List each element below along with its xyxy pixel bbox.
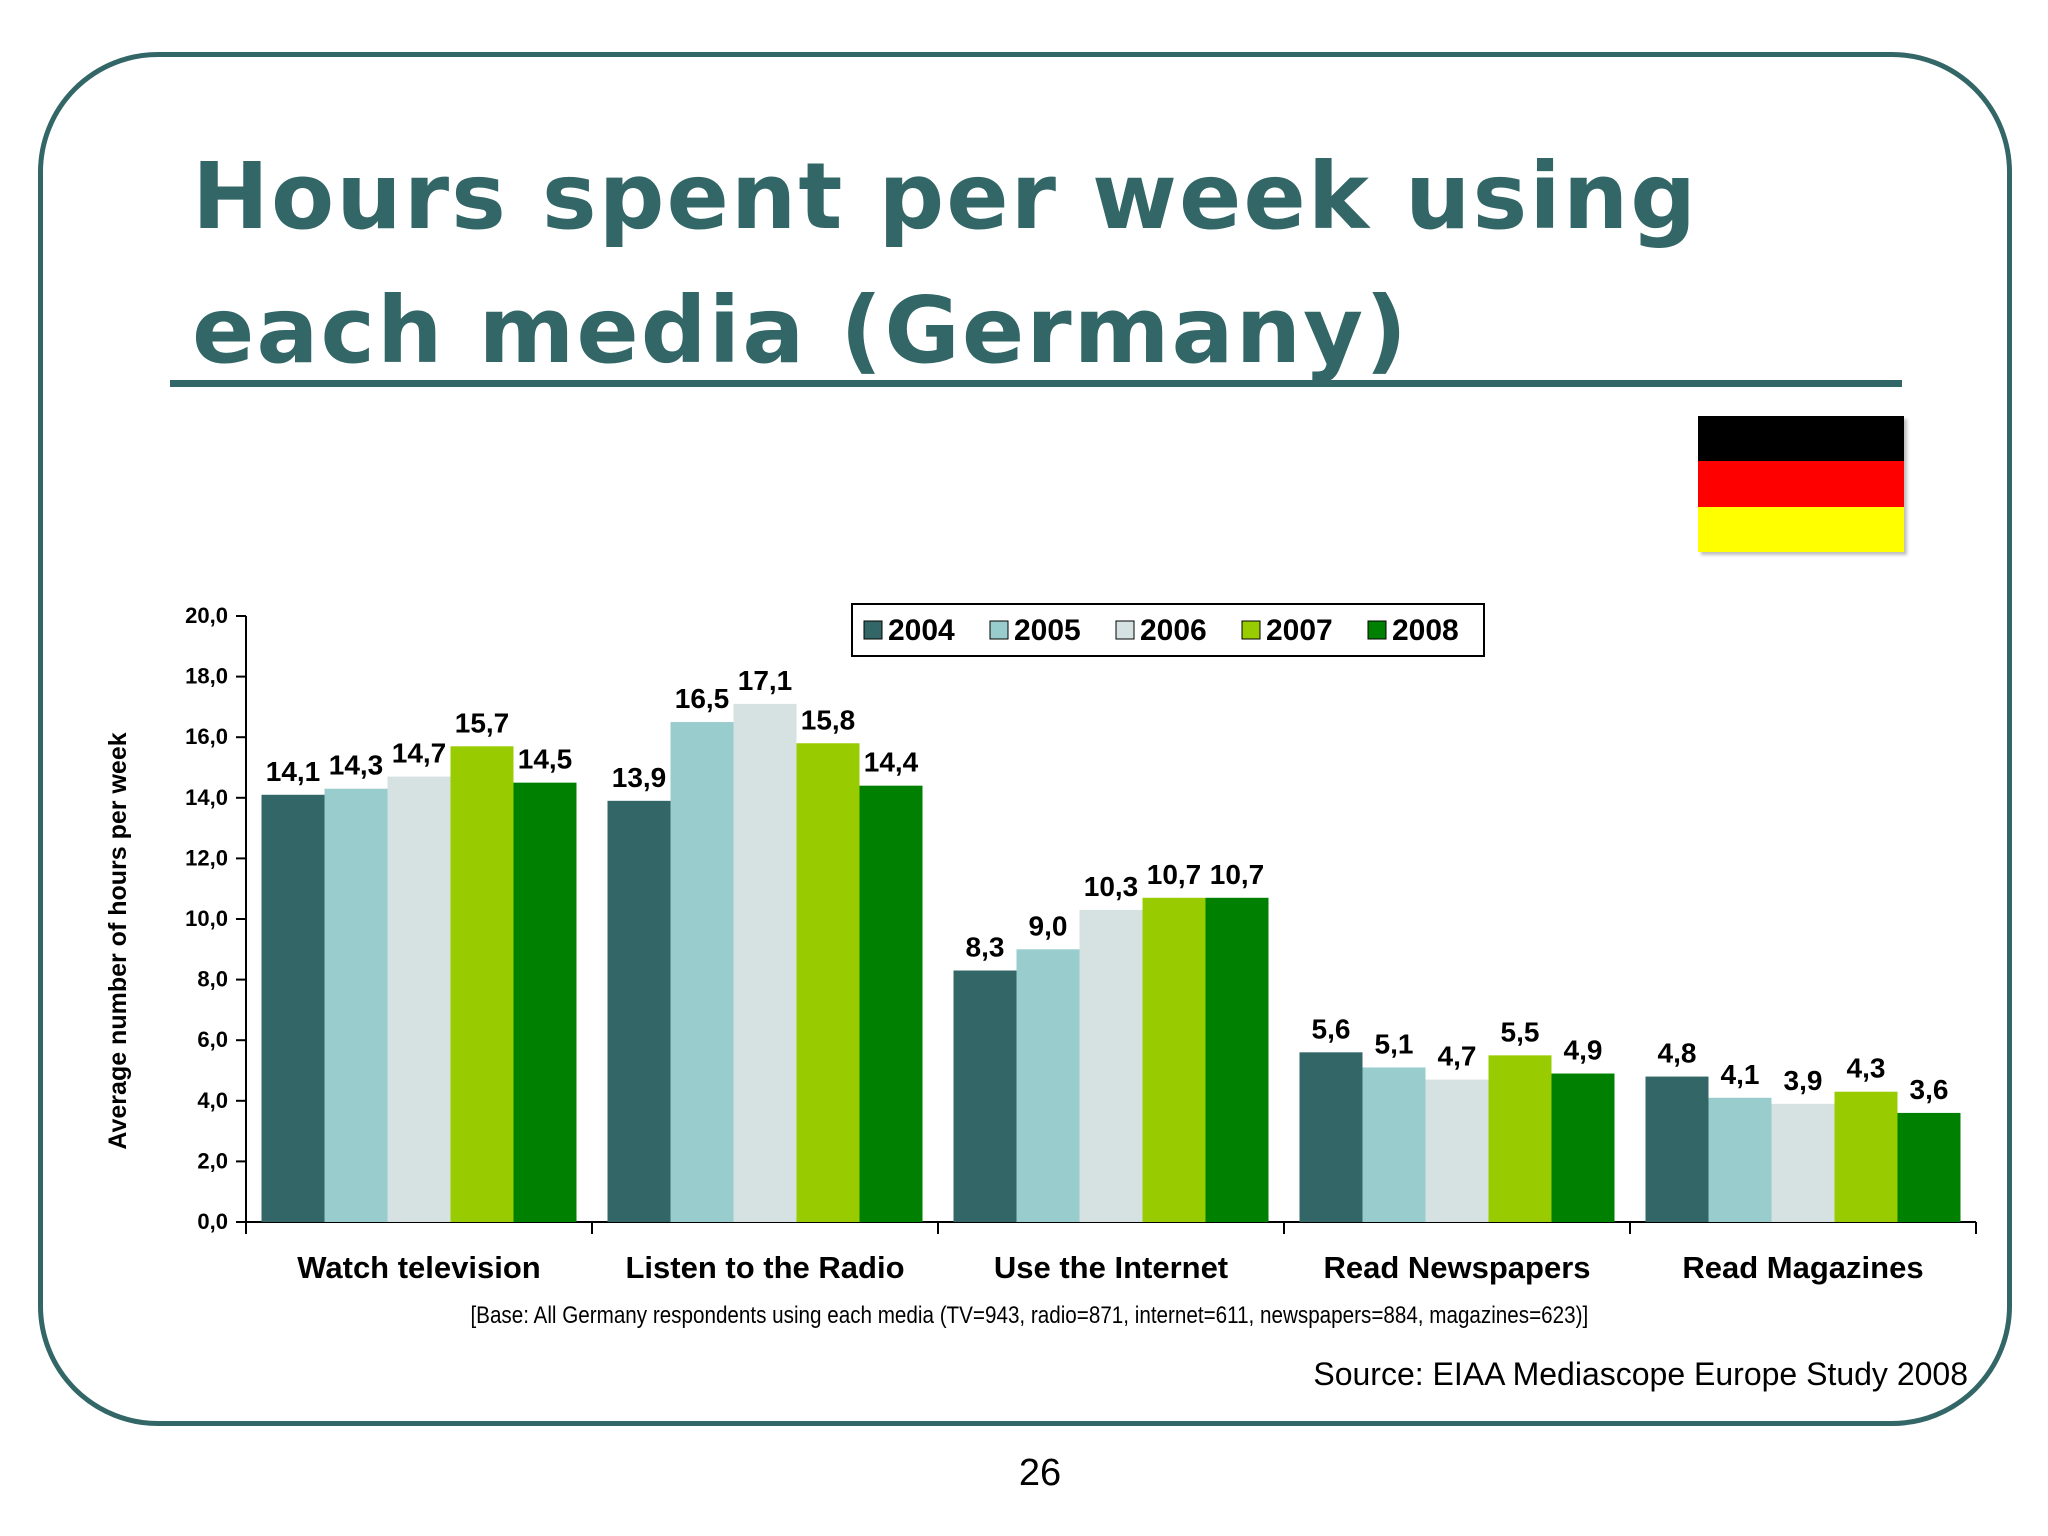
bar	[953, 970, 1017, 1222]
y-axis-title: Average number of hours per week	[104, 732, 132, 1149]
y-tick-label: 12,0	[185, 845, 228, 870]
legend-swatch	[1241, 620, 1261, 640]
bar	[1142, 897, 1206, 1222]
legend-label: 2007	[1266, 614, 1333, 647]
legend-swatch	[1367, 620, 1387, 640]
bar	[1488, 1055, 1552, 1222]
data-label: 14,1	[266, 756, 321, 787]
legend-label: 2004	[888, 614, 955, 647]
bar	[1771, 1103, 1835, 1222]
legend-swatch	[863, 620, 883, 640]
page-number: 26	[1018, 1452, 1062, 1494]
bar	[1708, 1097, 1772, 1222]
legend-label: 2006	[1140, 614, 1207, 647]
data-label: 10,7	[1147, 859, 1202, 890]
x-category-label: Read Magazines	[1682, 1250, 1923, 1285]
data-label: 15,8	[801, 704, 856, 735]
y-tick-label: 18,0	[185, 664, 228, 689]
data-label: 10,7	[1210, 859, 1265, 890]
x-category-label: Read Newspapers	[1323, 1250, 1590, 1285]
y-tick-label: 14,0	[185, 785, 228, 810]
bar	[1079, 909, 1143, 1222]
bar	[859, 785, 923, 1222]
y-tick-label: 2,0	[197, 1148, 228, 1173]
bar	[670, 722, 734, 1222]
y-tick-label: 4,0	[197, 1088, 228, 1113]
y-tick-label: 8,0	[197, 967, 228, 992]
data-label: 13,9	[612, 762, 667, 793]
data-label: 4,9	[1564, 1035, 1603, 1066]
bar	[1834, 1091, 1898, 1222]
y-tick-label: 6,0	[197, 1027, 228, 1052]
slide-title-line-2: each media (Germany)	[192, 277, 1410, 384]
data-label: 8,3	[966, 932, 1005, 963]
data-label: 14,5	[518, 744, 573, 775]
bar	[1205, 897, 1269, 1222]
bar	[1299, 1052, 1363, 1222]
y-tick-label: 0,0	[197, 1209, 228, 1234]
legend-label: 2005	[1014, 614, 1081, 647]
data-label: 3,9	[1784, 1065, 1823, 1096]
slide-title-line-1: Hours spent per week using	[192, 143, 1699, 250]
data-label: 3,6	[1910, 1074, 1949, 1105]
legend-label: 2008	[1392, 614, 1459, 647]
bar	[796, 743, 860, 1222]
flag-stripe-gold	[1698, 506, 1904, 552]
bar	[513, 782, 577, 1222]
data-label: 14,3	[329, 750, 384, 781]
data-label: 4,3	[1847, 1053, 1886, 1084]
y-tick-label: 16,0	[185, 724, 228, 749]
y-tick-label: 10,0	[185, 906, 228, 931]
flag-stripe-black	[1698, 416, 1904, 462]
data-label: 4,1	[1721, 1059, 1760, 1090]
data-label: 14,7	[392, 738, 447, 769]
slide-frame	[38, 52, 2012, 1426]
bar	[1016, 949, 1080, 1222]
bar	[261, 794, 325, 1222]
legend-swatch	[989, 620, 1009, 640]
bar	[324, 788, 388, 1222]
flag-stripe-red	[1698, 461, 1904, 507]
bar	[733, 703, 797, 1222]
data-label: 17,1	[738, 665, 793, 696]
x-category-label: Watch television	[297, 1250, 540, 1285]
x-category-label: Use the Internet	[994, 1250, 1228, 1285]
data-label: 16,5	[675, 683, 730, 714]
data-label: 15,7	[455, 707, 510, 738]
data-label: 5,6	[1312, 1013, 1351, 1044]
data-label: 5,1	[1375, 1028, 1414, 1059]
x-category-label: Listen to the Radio	[626, 1250, 905, 1285]
bar	[607, 800, 671, 1222]
data-label: 5,5	[1501, 1016, 1540, 1047]
title-underline	[170, 380, 1902, 387]
bar	[1551, 1073, 1615, 1222]
source-note: Source: EIAA Mediascope Europe Study 200…	[1313, 1356, 1968, 1392]
germany-flag-icon	[1698, 416, 1904, 552]
data-label: 4,7	[1438, 1041, 1477, 1072]
slide-title: Hours spent per week using each media (G…	[192, 130, 1892, 398]
data-label: 9,0	[1029, 910, 1068, 941]
bar	[1897, 1112, 1961, 1222]
bar	[387, 776, 451, 1222]
data-label: 14,4	[864, 747, 919, 778]
y-tick-label: 20,0	[185, 603, 228, 628]
bar	[450, 746, 514, 1222]
legend-swatch	[1115, 620, 1135, 640]
bar	[1645, 1076, 1709, 1222]
bar	[1425, 1079, 1489, 1222]
bar	[1362, 1067, 1426, 1222]
data-label: 4,8	[1658, 1038, 1697, 1069]
base-note: [Base: All Germany respondents using eac…	[470, 1302, 1589, 1329]
data-label: 10,3	[1084, 871, 1139, 902]
